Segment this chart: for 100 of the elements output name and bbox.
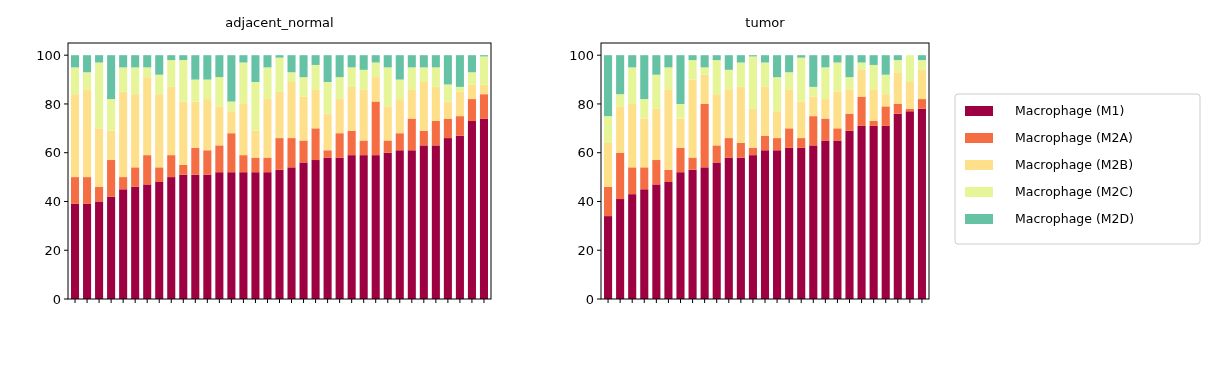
bar — [179, 164, 188, 175]
bar — [359, 89, 368, 141]
bar — [227, 101, 236, 112]
bar — [785, 147, 794, 299]
bar — [119, 67, 128, 92]
bar — [616, 55, 625, 95]
bar — [347, 130, 356, 156]
bar — [443, 84, 452, 102]
bar — [395, 150, 404, 299]
bar — [773, 55, 782, 78]
bar — [652, 74, 661, 109]
bar — [323, 82, 332, 114]
bar — [773, 111, 782, 139]
bar — [688, 79, 697, 158]
bar — [652, 55, 661, 75]
bar — [443, 138, 452, 299]
bar — [287, 55, 296, 73]
bar — [371, 101, 380, 156]
bar — [383, 67, 392, 107]
bar — [251, 157, 260, 173]
bar — [785, 72, 794, 90]
bar — [215, 55, 224, 78]
bar — [604, 216, 613, 299]
bar — [83, 89, 92, 178]
bar — [431, 67, 440, 87]
bar — [809, 86, 818, 97]
bar — [905, 55, 914, 83]
bar — [335, 55, 344, 78]
bar — [467, 55, 476, 73]
y-tick-label: 0 — [585, 291, 594, 307]
bar — [443, 55, 452, 85]
bar — [335, 77, 344, 100]
bar — [83, 203, 92, 299]
bar — [893, 113, 902, 299]
bar — [299, 96, 308, 141]
bar — [191, 101, 200, 148]
bar — [131, 94, 140, 168]
bar — [215, 106, 224, 146]
bar — [383, 152, 392, 299]
bar — [71, 94, 80, 178]
bar — [83, 72, 92, 90]
bar — [335, 157, 344, 299]
bar — [419, 67, 428, 83]
bar — [299, 77, 308, 97]
bar — [604, 186, 613, 217]
bar — [299, 55, 308, 78]
bar — [359, 69, 368, 90]
bar — [809, 116, 818, 146]
bar — [431, 121, 440, 146]
bar — [275, 55, 284, 58]
bar — [371, 62, 380, 78]
bar — [809, 145, 818, 299]
bar — [347, 67, 356, 87]
bar — [431, 55, 440, 68]
bar — [712, 94, 721, 146]
bar — [676, 103, 685, 119]
bar — [215, 77, 224, 107]
bar — [773, 138, 782, 151]
bar — [833, 55, 842, 63]
bar — [748, 147, 757, 156]
bar — [604, 142, 613, 187]
bar — [395, 79, 404, 100]
bar — [419, 130, 428, 146]
bar — [155, 181, 164, 299]
chart-title: tumor — [745, 15, 786, 30]
bar — [287, 72, 296, 83]
bar — [688, 157, 697, 170]
bar — [323, 55, 332, 83]
bar — [227, 55, 236, 102]
bar — [275, 169, 284, 299]
bar — [869, 55, 878, 65]
bar — [724, 55, 733, 70]
bar — [700, 67, 709, 75]
y-tick-label: 60 — [44, 145, 61, 161]
bar — [833, 91, 842, 129]
bar — [664, 169, 673, 182]
bar — [335, 99, 344, 134]
bar — [203, 99, 212, 151]
bar — [676, 55, 685, 104]
bar — [263, 67, 272, 100]
bar — [455, 116, 464, 136]
bar — [479, 94, 488, 119]
bar — [395, 99, 404, 134]
bar — [107, 99, 116, 131]
bar — [251, 82, 260, 131]
bar — [167, 60, 176, 87]
bar — [131, 186, 140, 299]
bar — [263, 172, 272, 299]
bar — [275, 91, 284, 139]
bar — [821, 55, 830, 68]
bar — [167, 155, 176, 178]
bar — [676, 118, 685, 148]
bar — [724, 69, 733, 90]
bar — [95, 201, 104, 299]
bar — [869, 125, 878, 299]
bar — [616, 152, 625, 200]
bar — [179, 101, 188, 165]
y-tick-label: 100 — [569, 47, 594, 63]
bar — [119, 189, 128, 299]
bar — [857, 96, 866, 126]
